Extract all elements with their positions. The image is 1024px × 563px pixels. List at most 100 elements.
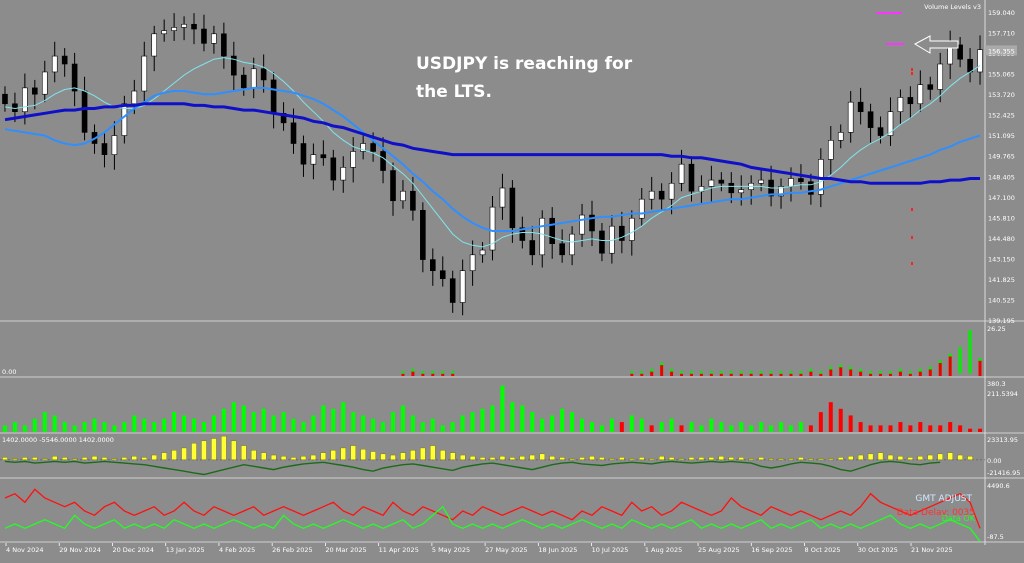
- panel3-bar: [927, 454, 933, 460]
- candle-bull: [937, 63, 944, 90]
- panel1-bar: [451, 371, 455, 374]
- panel2-bar: [331, 408, 336, 432]
- x-tick-label: 27 May 2025: [485, 546, 527, 554]
- panel2-bar: [321, 405, 326, 432]
- x-tick-label: 1 Aug 2025: [645, 546, 683, 554]
- panel2-bar: [301, 422, 306, 432]
- signal-dot: [911, 262, 913, 265]
- panel3-bar: [589, 456, 595, 460]
- candle-bear: [857, 101, 864, 113]
- panel3-bar: [121, 457, 128, 460]
- panel1-bar: [699, 371, 703, 374]
- x-tick-label: 8 Oct 2025: [805, 546, 841, 554]
- x-tick-label: 16 Sep 2025: [751, 546, 792, 554]
- panel3-bar: [71, 458, 78, 460]
- candle-bear: [61, 55, 68, 65]
- x-tick-label: 29 Nov 2024: [59, 546, 101, 554]
- panel3-bar: [639, 457, 645, 460]
- panel2-bar: [440, 425, 445, 432]
- panel3-bar: [151, 454, 157, 460]
- panel3-bar: [111, 458, 118, 460]
- panel2-bar: [968, 428, 973, 432]
- candle-bear: [688, 163, 695, 192]
- panel1-bar: [869, 371, 873, 374]
- candle-bull: [310, 154, 317, 165]
- panel1-bar-red: [759, 373, 763, 376]
- price-tick-label: 141.825: [988, 276, 1015, 284]
- panel2-bar: [112, 425, 117, 432]
- candle-bull: [758, 179, 764, 184]
- panel1-bar-red: [749, 373, 753, 376]
- panel2-bar: [560, 408, 565, 432]
- panel3-bar: [708, 457, 715, 460]
- candle-bull: [340, 167, 347, 181]
- panel3-bar: [678, 458, 685, 460]
- panel1-bar: [431, 371, 435, 374]
- panel3-bar: [917, 456, 923, 460]
- panel3-bar: [430, 445, 436, 460]
- panel1-bar-red: [918, 371, 922, 376]
- panel1-bar-red: [451, 373, 455, 376]
- price-tick-label: 152.425: [988, 112, 1015, 120]
- panel1-bar: [968, 329, 972, 374]
- candle-bear: [509, 187, 516, 229]
- candle-bull: [469, 254, 476, 272]
- panel3-bar: [778, 458, 784, 460]
- candle-bull: [897, 97, 904, 113]
- panel2-bar: [42, 412, 47, 432]
- panel2-bar: [102, 422, 107, 432]
- signal-dot: [911, 72, 913, 75]
- panel3-bar: [649, 458, 655, 460]
- candle-bear: [449, 278, 456, 303]
- panel3-bar: [270, 454, 277, 460]
- price-tick-label: 147.100: [988, 194, 1015, 202]
- panel2-bar: [291, 418, 296, 432]
- panel3-bar: [440, 450, 446, 460]
- candle-bull: [708, 179, 715, 187]
- x-tick-label: 26 Feb 2025: [272, 546, 312, 554]
- current-price-label: 156.355: [988, 47, 1015, 55]
- panel2-bar: [132, 415, 137, 432]
- panel4-legend-delay: Data Delay: 0035: [897, 508, 975, 518]
- panel3-label-max: 23313.95: [987, 436, 1018, 444]
- price-tick-label: 157.710: [988, 30, 1015, 38]
- candle-bear: [270, 79, 277, 114]
- panel2-bar: [878, 425, 883, 432]
- panel3-bar: [171, 450, 177, 460]
- x-tick-label: 18 Jun 2025: [538, 546, 577, 554]
- panel1-bar-red: [680, 373, 684, 376]
- candle-bull: [489, 206, 496, 251]
- panel1-bar-red: [898, 371, 902, 376]
- panel3-bar: [81, 457, 88, 460]
- price-tick-label: 159.040: [988, 9, 1015, 17]
- price-tick-label: 139.195: [988, 317, 1015, 325]
- panel2-bar: [798, 422, 803, 432]
- panel1-bar: [859, 369, 863, 374]
- panel1-bar-red: [640, 373, 644, 376]
- panel2-bar: [978, 428, 983, 432]
- panel2-bar: [868, 425, 873, 432]
- candle-bull: [131, 90, 138, 105]
- panel2-bar: [450, 422, 455, 432]
- panel2-bar: [420, 422, 425, 432]
- x-tick-label: 4 Nov 2024: [6, 546, 44, 554]
- panel2-bar: [679, 425, 684, 432]
- panel1-bar-red: [779, 373, 783, 376]
- annotation-line-1: USDJPY is reaching for: [416, 54, 633, 74]
- panel3-bar: [380, 453, 386, 460]
- panel2-bar: [192, 418, 197, 432]
- candle-bull: [141, 55, 148, 92]
- panel3-bar: [857, 454, 864, 460]
- panel2-bar: [609, 418, 614, 432]
- panel3-bar: [728, 457, 734, 460]
- panel3-bar: [668, 457, 675, 460]
- panel2-bar: [92, 418, 97, 432]
- panel3-bar: [848, 456, 854, 460]
- panel2-bar: [510, 402, 515, 432]
- x-tick-label: 13 Jan 2025: [166, 546, 205, 554]
- arrow-shape: [913, 35, 959, 54]
- panel2-bar: [142, 418, 147, 432]
- candle-bear: [927, 84, 934, 90]
- panel1-bar: [769, 371, 773, 374]
